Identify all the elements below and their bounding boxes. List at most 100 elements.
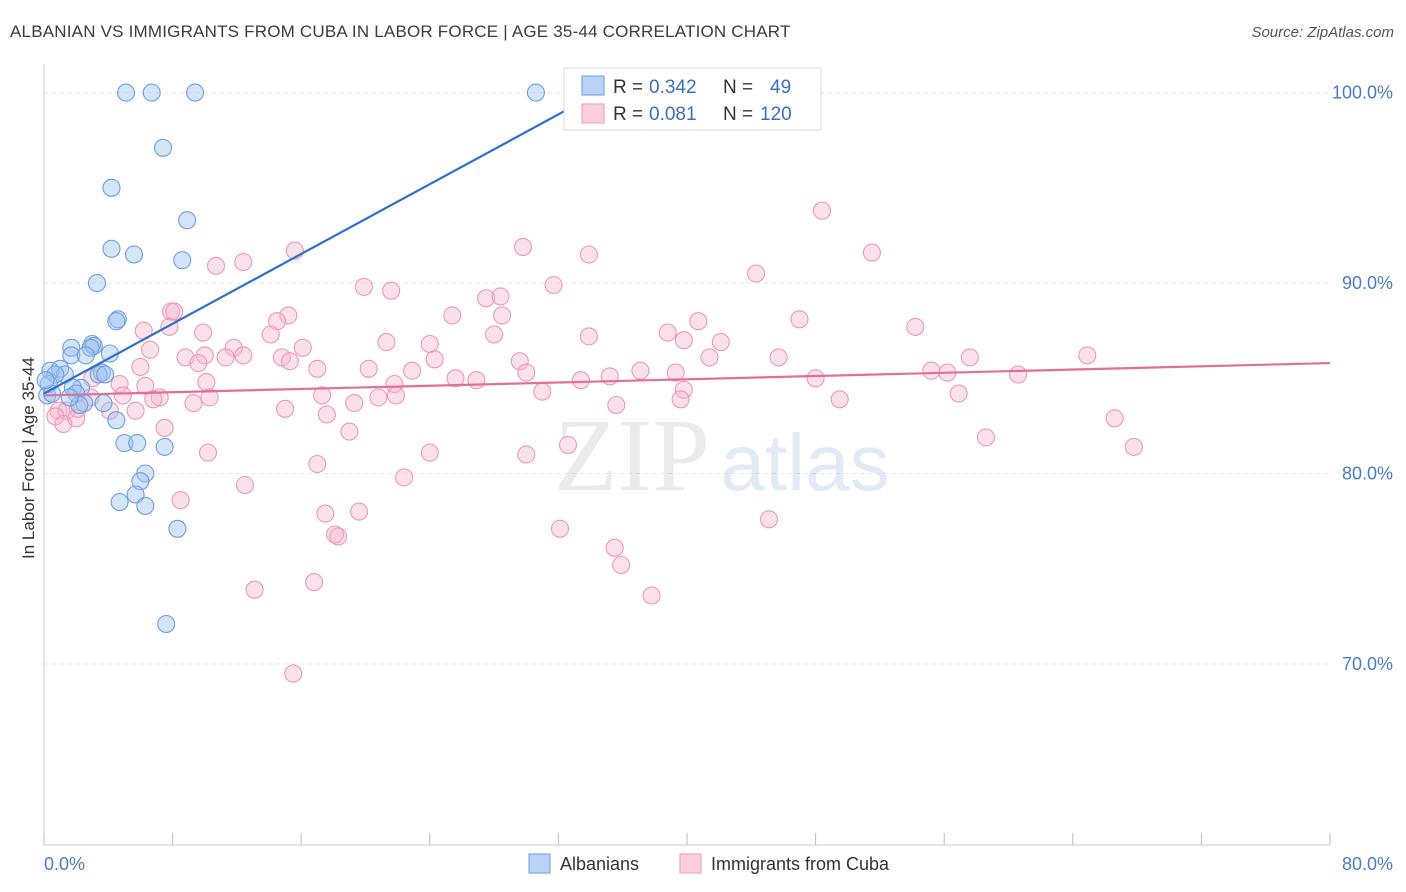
cuba-point xyxy=(443,306,462,325)
cuba-point xyxy=(316,504,335,523)
cuba-point xyxy=(558,435,578,455)
cuba-point xyxy=(126,401,145,420)
cuba-point xyxy=(906,317,925,336)
cuba-point xyxy=(198,443,218,462)
cuba-point xyxy=(533,382,552,401)
cuba-point xyxy=(607,395,626,415)
cuba-point xyxy=(313,386,332,405)
cuba-point xyxy=(467,371,486,390)
albanian-point xyxy=(63,378,82,397)
cuba-point xyxy=(769,348,788,367)
cuba-point xyxy=(395,468,414,487)
bottom-legend-albanians: Albanians xyxy=(560,854,639,874)
cuba-point xyxy=(317,405,336,424)
cuba-point xyxy=(579,245,598,264)
cuba-point xyxy=(420,443,439,462)
albanian-point xyxy=(107,312,126,331)
albanian-point xyxy=(102,178,121,197)
albanian-point xyxy=(157,614,176,634)
cuba-point xyxy=(234,253,253,272)
bottom-legend-swatch-cuba xyxy=(679,853,702,874)
cuba-point xyxy=(1078,346,1097,365)
albanian-point xyxy=(124,245,144,264)
albanian-point xyxy=(178,211,197,230)
cuba-point xyxy=(550,519,570,538)
axes xyxy=(43,64,1331,846)
cuba-point xyxy=(280,352,299,371)
albanian-point xyxy=(60,388,79,407)
y-tick-label: 100.0% xyxy=(1332,83,1393,103)
cuba-point xyxy=(206,256,226,275)
legend-swatch-albanians xyxy=(581,75,605,96)
cuba-point xyxy=(184,394,203,413)
albanian-point xyxy=(51,359,70,378)
y-tick-labels: 70.0% 80.0% 90.0% 100.0% xyxy=(1332,83,1393,674)
albanian-point xyxy=(107,411,126,430)
albanian-point xyxy=(155,437,174,456)
albanian-point xyxy=(168,519,187,538)
cuba-point xyxy=(67,409,86,428)
albanians-trend-line xyxy=(43,91,600,395)
cuba-point xyxy=(571,371,590,390)
bottom-legend: Albanians Immigrants from Cuba xyxy=(528,853,890,874)
watermark: ZIP atlas xyxy=(554,398,889,513)
legend-n-value-1: 49 xyxy=(770,77,791,98)
data-points xyxy=(36,83,1143,683)
cuba-point xyxy=(234,346,253,365)
cuba-point xyxy=(155,418,174,437)
cuba-point xyxy=(425,350,444,369)
cuba-point xyxy=(200,388,219,407)
cuba-point xyxy=(235,475,254,495)
cuba-point xyxy=(485,325,504,344)
source-note: Source: ZipAtlas.com xyxy=(1251,24,1394,41)
cuba-point xyxy=(279,306,298,325)
cuba-point xyxy=(711,333,730,352)
cuba-point xyxy=(284,664,303,683)
cuba-point xyxy=(293,338,312,357)
cuba-point xyxy=(195,346,214,365)
legend-n-label-2: N = xyxy=(723,104,753,125)
cuba-point xyxy=(305,573,324,592)
legend-swatch-cuba xyxy=(581,103,605,124)
top-legend: R = 0.342 N = 49 R = 0.081 N = 120 xyxy=(563,67,822,131)
albanian-point xyxy=(70,395,89,415)
cuba-point xyxy=(382,281,401,300)
albanian-point xyxy=(89,365,108,384)
cuba-point xyxy=(171,491,190,510)
cuba-point xyxy=(325,525,345,544)
cuba-point xyxy=(359,359,378,378)
cuba-point xyxy=(113,386,132,405)
albanian-point xyxy=(87,274,107,293)
cuba-point xyxy=(1105,409,1124,428)
cuba-point xyxy=(141,340,160,359)
albanian-point xyxy=(153,138,173,157)
legend-r-value-2: 0.081 xyxy=(649,104,697,125)
y-tick-label: 90.0% xyxy=(1342,273,1393,293)
cuba-point xyxy=(276,399,295,418)
albanian-point xyxy=(116,83,136,102)
cuba-point xyxy=(385,374,404,394)
cuba-point xyxy=(100,401,119,420)
cuba-point xyxy=(354,277,373,296)
albanian-point xyxy=(128,434,147,453)
cuba-point xyxy=(386,386,406,405)
legend-r-label-2: R = xyxy=(613,104,643,125)
cuba-point xyxy=(403,361,422,380)
cuba-point xyxy=(329,527,348,546)
cuba-point xyxy=(830,390,849,409)
albanian-point xyxy=(96,365,115,384)
cuba-point xyxy=(144,390,163,409)
albanian-point xyxy=(526,83,545,102)
x-tick-label-max: 80.0% xyxy=(1342,854,1393,874)
cuba-point xyxy=(136,376,155,395)
cuba-point xyxy=(666,363,685,382)
cuba-point xyxy=(340,422,359,441)
legend-n-label-1: N = xyxy=(723,77,753,98)
bottom-legend-cuba: Immigrants from Cuba xyxy=(711,854,890,874)
cuba-point xyxy=(377,333,396,352)
cuba-point xyxy=(216,348,235,367)
legend-r-label-1: R = xyxy=(613,77,643,98)
watermark-atlas: atlas xyxy=(721,418,890,507)
legend-box xyxy=(563,67,822,131)
